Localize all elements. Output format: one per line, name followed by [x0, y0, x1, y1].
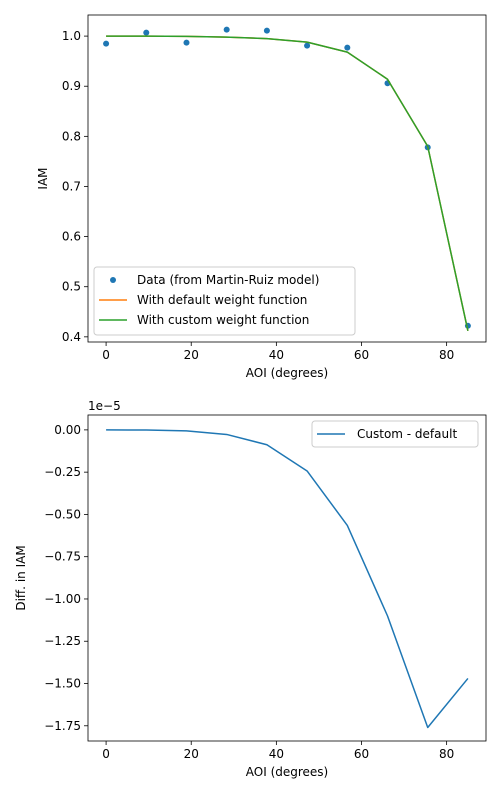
x-tick-label: 40	[269, 747, 284, 761]
x-tick-label: 20	[184, 747, 199, 761]
chart-2: 0 20 40 60 80 0.00 −0.25 −0.50 −0.75 −1.00 −1.25 −1…	[14, 399, 487, 779]
x-axis-label: AOI (degrees)	[246, 765, 328, 779]
x-tick-label: 0	[102, 348, 110, 362]
y-tick-label: −0.75	[44, 550, 81, 564]
legend-entry: Custom - default	[357, 427, 457, 441]
chart-1: 0 20 40 60 80 0.4 0.5 0.6 0.7 0.8 0.9 1.0 AOI (degre…	[36, 14, 487, 380]
x-tick-label: 0	[102, 747, 110, 761]
series-line-1	[106, 429, 469, 729]
legend-entry: Data (from Martin-Ruiz model)	[137, 273, 319, 287]
data-point	[223, 26, 230, 33]
y-tick-label: −0.50	[44, 507, 81, 521]
x-tick-label: 60	[354, 348, 369, 362]
y-tick-label: −1.50	[44, 677, 81, 691]
legend-marker	[110, 277, 116, 283]
legend-box	[311, 420, 479, 448]
y-tick-label: 0.5	[62, 280, 81, 294]
y-tick-label: 1.0	[62, 29, 81, 43]
x-tick-label: 80	[439, 348, 454, 362]
legend: Data (from Martin-Ruiz model) With defaul…	[93, 266, 356, 336]
y-tick-label: 0.7	[62, 179, 81, 193]
plot-area	[103, 26, 471, 331]
y-tick-label: 0.4	[62, 330, 81, 344]
y-axis-label: Diff. in IAM	[14, 545, 28, 610]
data-point	[103, 40, 110, 47]
data-point	[263, 27, 270, 34]
x-tick-label: 40	[269, 348, 284, 362]
data-point	[183, 39, 190, 46]
y-tick-label: 0.6	[62, 230, 81, 244]
x-tick-label: 80	[439, 747, 454, 761]
legend-entry: With default weight function	[137, 293, 307, 307]
x-tick-label: 20	[184, 348, 199, 362]
y-axis-label: IAM	[36, 167, 50, 189]
data-point	[304, 42, 311, 49]
y-offset-label: 1e−5	[88, 399, 121, 413]
y-tick-label: −1.25	[44, 634, 81, 648]
axes-frame	[87, 414, 487, 742]
legend-box	[93, 266, 356, 336]
y-tick-label: 0.8	[62, 129, 81, 143]
y-tick-label: −0.25	[44, 465, 81, 479]
x-tick-label: 60	[354, 747, 369, 761]
x-axis-label: AOI (degrees)	[246, 366, 328, 380]
y-tick-label: −1.00	[44, 592, 81, 606]
data-point	[344, 44, 351, 51]
y-tick-label: 0.00	[54, 423, 81, 437]
legend-entry: With custom weight function	[137, 313, 309, 327]
data-point	[143, 29, 150, 36]
y-tick-label: 0.9	[62, 79, 81, 93]
y-tick-label: −1.75	[44, 719, 81, 733]
axes-frame	[87, 14, 487, 343]
series-line-3	[106, 35, 469, 331]
plot-area	[106, 429, 469, 729]
legend: Custom - default	[311, 420, 479, 448]
